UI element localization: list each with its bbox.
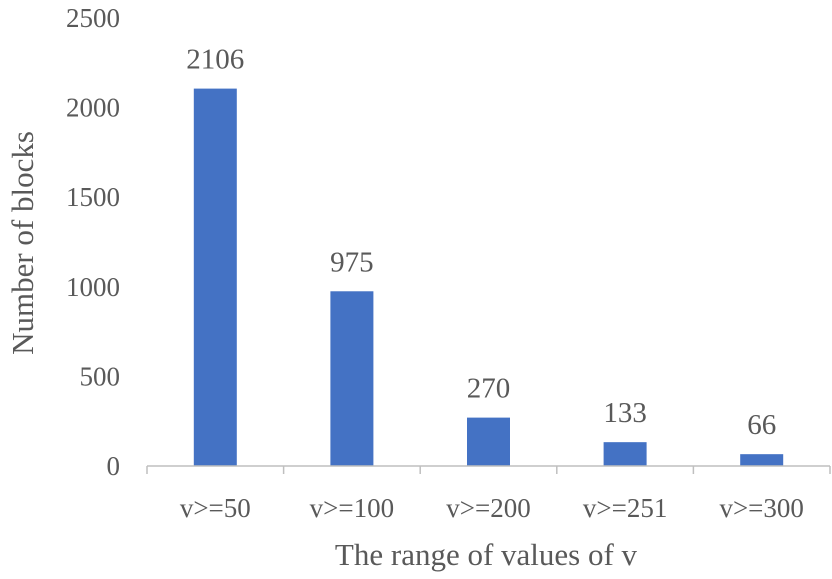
bars-group	[193, 88, 784, 466]
y-axis-title: Number of blocks	[5, 131, 40, 355]
data-label: 2106	[186, 44, 244, 76]
category-label: v>=300	[719, 493, 803, 523]
bar	[193, 88, 237, 466]
data-label: 66	[747, 409, 776, 441]
data-labels-group: 2106 975 270 133 66	[186, 44, 776, 442]
bar	[330, 291, 374, 466]
data-label: 975	[330, 246, 374, 278]
category-label: v>=251	[583, 493, 667, 523]
x-axis	[146, 465, 831, 474]
category-label: v>=100	[310, 493, 394, 523]
data-label: 270	[467, 373, 511, 405]
bar	[603, 442, 647, 466]
y-tick-label: 2500	[66, 3, 120, 33]
category-labels: v>=50 v>=100 v>=200 v>=251 v>=300	[180, 493, 804, 523]
data-label: 133	[603, 397, 647, 429]
y-tick-label: 500	[80, 361, 121, 391]
y-tick-label: 1000	[66, 272, 120, 302]
bar	[740, 454, 784, 466]
y-tick-label: 1500	[66, 182, 120, 212]
bar	[467, 417, 510, 466]
category-label: v>=50	[180, 493, 251, 523]
y-tick-label: 0	[107, 451, 121, 481]
x-axis-title: The range of values of v	[335, 537, 638, 572]
y-axis-ticks: 0 500 1000 1500 2000 2500	[66, 3, 120, 481]
y-tick-label: 2000	[66, 93, 120, 123]
category-label: v>=200	[446, 493, 530, 523]
